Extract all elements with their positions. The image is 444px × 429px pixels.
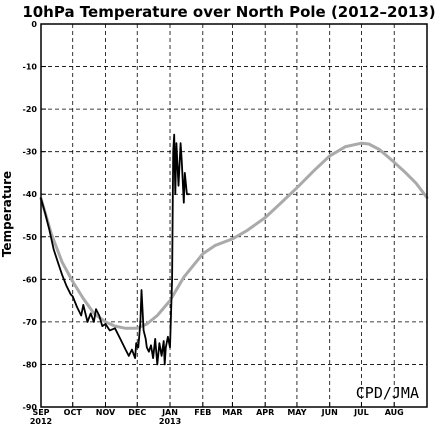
y-tick-label: -30 — [23, 148, 38, 157]
credit-label: CPD/JMA — [356, 384, 419, 402]
y-tick-label: -80 — [23, 360, 38, 369]
x-tick-sublabel: 2012 — [30, 417, 52, 426]
x-tick-label: MAR — [222, 408, 242, 417]
y-tick-label: -90 — [23, 403, 38, 412]
x-tick-sublabel: 2013 — [159, 417, 181, 426]
series-layer — [39, 133, 429, 366]
y-tick-label: -20 — [23, 105, 38, 114]
y-tick-label: -40 — [23, 190, 38, 199]
observed-temperature-line — [40, 133, 191, 366]
x-tick-label: JAN — [161, 408, 178, 417]
x-tick-label: JUN — [321, 408, 338, 417]
y-axis-ticks: 0 -10 -20 -30 -40 -50 -60 -70 -80 -90 — [23, 20, 46, 412]
x-tick-label: JUL — [353, 408, 369, 417]
x-tick-label: DEC — [128, 408, 146, 417]
x-tick-label: FEB — [194, 408, 211, 417]
y-tick-label: -50 — [23, 233, 38, 242]
x-tick-label: NOV — [96, 408, 116, 417]
y-tick-label: -60 — [23, 275, 38, 284]
y-tick-label: -70 — [23, 318, 38, 327]
plot-frame — [40, 23, 428, 408]
x-tick-label: SEP — [32, 408, 49, 417]
climatology-line — [39, 141, 429, 330]
grid — [41, 24, 427, 407]
y-axis-label: Temperature — [0, 171, 14, 257]
y-tick-label: 0 — [31, 20, 37, 29]
x-tick-label: MAY — [287, 408, 306, 417]
x-tick-label: OCT — [64, 408, 83, 417]
y-tick-label: -10 — [23, 63, 38, 72]
x-tick-label: AUG — [385, 408, 404, 417]
chart-title: 10hPa Temperature over North Pole (2012–… — [22, 3, 435, 21]
x-tick-label: APR — [256, 408, 274, 417]
